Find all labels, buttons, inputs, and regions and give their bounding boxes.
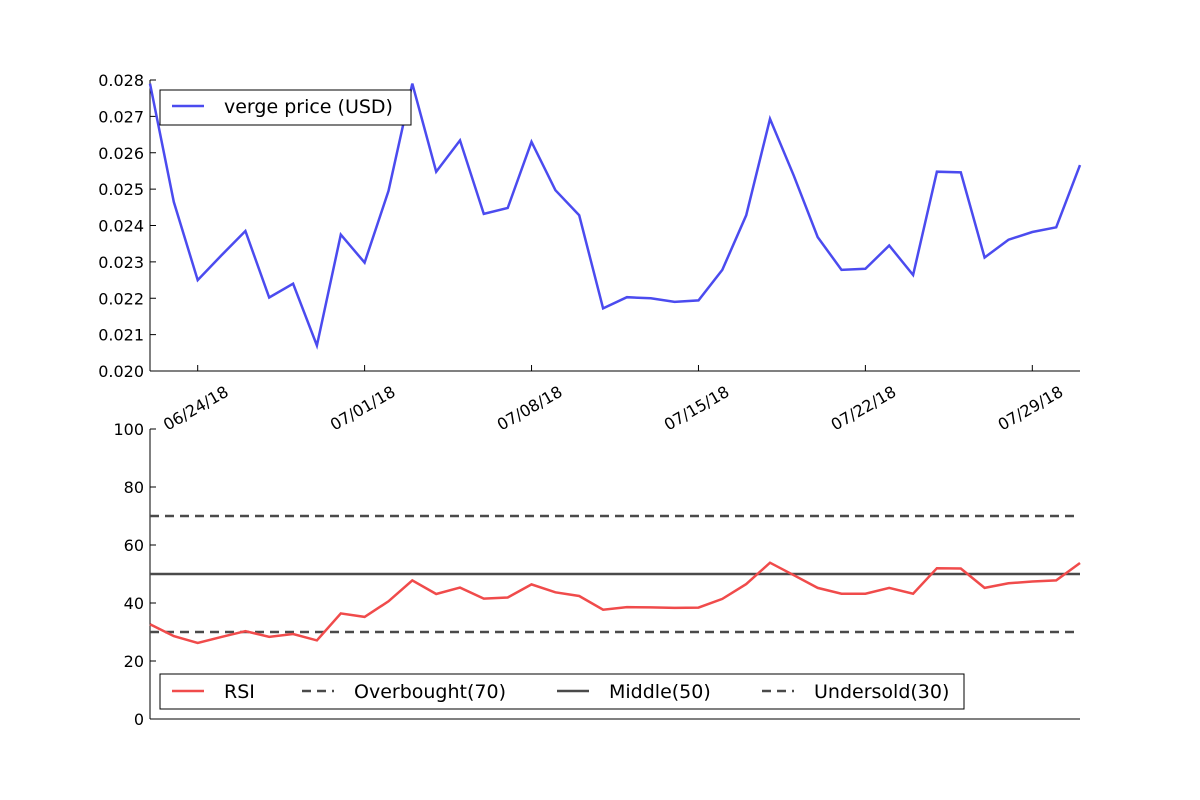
rsi-y-tick-label: 60: [124, 536, 144, 555]
price-y-tick-label: 0.021: [98, 326, 144, 345]
price-y-tick-label: 0.023: [98, 253, 144, 272]
rsi-series-line: [149, 561, 1081, 645]
rsi-y-tick-label: 100: [113, 420, 144, 439]
price-x-tick-label: 06/24/18: [160, 382, 232, 434]
rsi-y-tick-label: 80: [124, 478, 144, 497]
rsi-y-tick-label: 40: [124, 594, 144, 613]
price-y-tick-label: 0.020: [98, 362, 144, 381]
rsi-y-tick-label: 0: [134, 710, 144, 729]
price-legend-label: verge price (USD): [224, 96, 393, 118]
price-x-tick-label: 07/15/18: [661, 382, 733, 434]
rsi-legend-label: RSI: [224, 681, 255, 703]
price-series-line: [148, 83, 1082, 350]
price-x-tick-label: 07/22/18: [828, 382, 900, 434]
price-x-tick-label: 07/01/18: [327, 382, 399, 434]
price-legend-box: [159, 89, 412, 126]
price-x-tick-label: 07/29/18: [995, 382, 1067, 434]
price-y-tick-label: 0.028: [98, 71, 144, 90]
rsi-y-tick-label: 20: [124, 652, 144, 671]
price-y-tick-label: 0.027: [98, 107, 144, 126]
price-chart-panel: 0.020 0.021 0.022 0.023 0.024 0.025 0.026 0.027…: [98, 71, 1082, 434]
rsi-legend-label: Undersold(30): [814, 681, 949, 703]
price-y-tick-label: 0.024: [98, 217, 144, 236]
rsi-chart-panel: 0 20 40 60 80 100 RSI Overbought(70) Middle(50) U…: [113, 420, 1081, 729]
rsi-legend-label: Overbought(70): [354, 681, 506, 703]
price-y-tick-label: 0.026: [98, 144, 144, 163]
price-y-tick-label: 0.022: [98, 289, 144, 308]
rsi-legend-label: Middle(50): [609, 681, 711, 703]
price-legend: verge price (USD): [159, 89, 412, 126]
price-y-tick-label: 0.025: [98, 180, 144, 199]
price-x-tick-label: 07/08/18: [494, 382, 566, 434]
rsi-legend: RSI Overbought(70) Middle(50) Undersold(30): [159, 673, 965, 710]
